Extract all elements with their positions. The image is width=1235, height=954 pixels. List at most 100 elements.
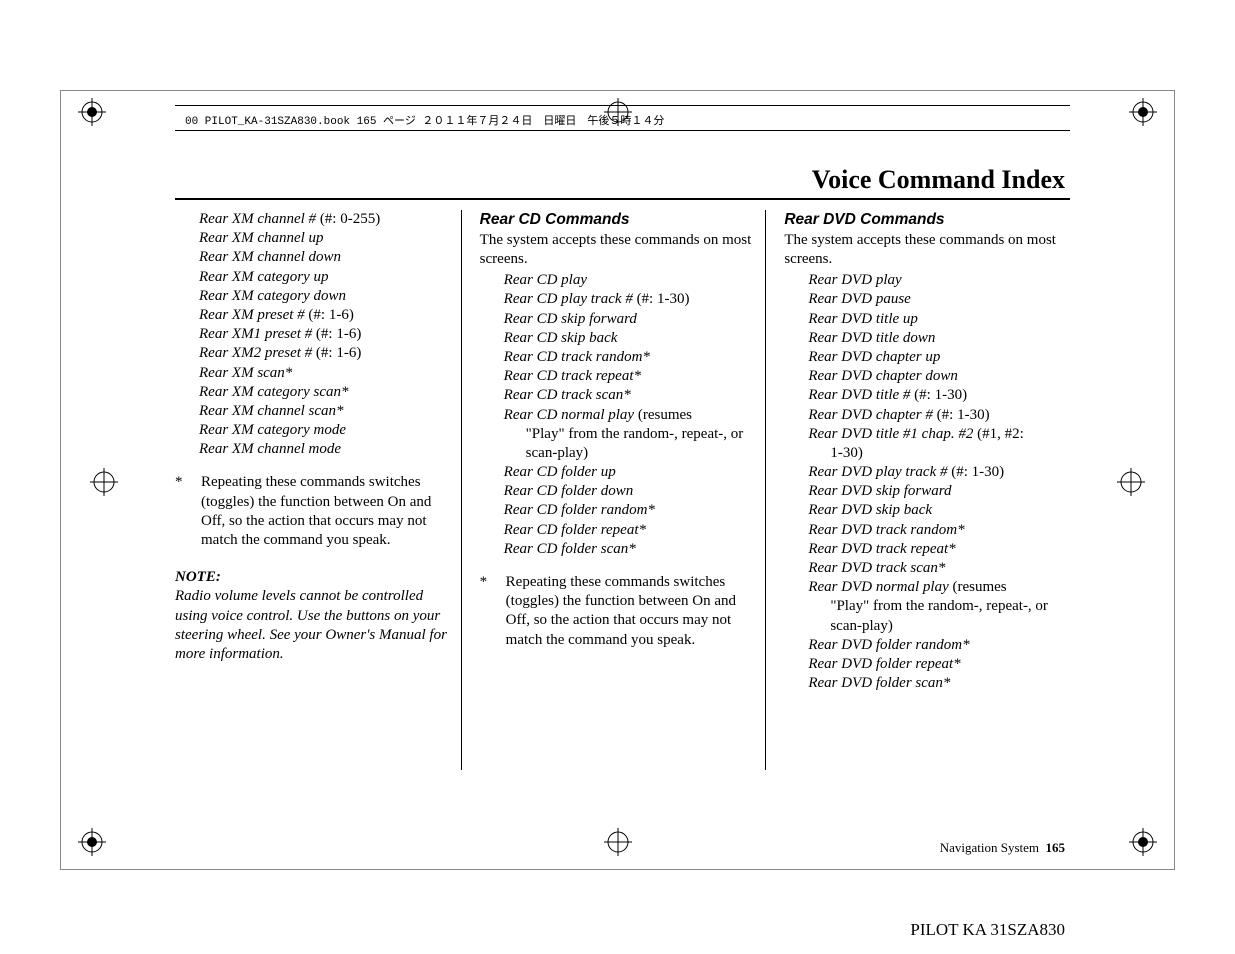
note-body: Radio volume levels cannot be controlled… [175,587,451,664]
command-text: Rear CD folder up [504,464,616,480]
column-cd: Rear CD Commands The system accepts thes… [461,210,766,770]
column-xm: Rear XM channel # (#: 0-255)Rear XM chan… [175,210,461,770]
footer-page-num: 165 [1046,840,1066,855]
dvd-heading: Rear DVD Commands [784,210,1060,230]
command-text: Rear DVD folder scan* [808,675,950,691]
command-text: Rear DVD chapter down [808,368,958,384]
dvd-command-list-b: Rear DVD play track # (#: 1-30)Rear DVD … [784,463,1060,578]
command-item: Rear DVD title # (#: 1-30) [808,386,1060,405]
dvd-title-chap-cmd: Rear DVD title #1 chap. #2 [808,426,973,442]
command-suffix: (#: 1-30) [947,464,1004,480]
title-underline [175,198,1070,200]
command-item: Rear XM channel mode [199,440,451,459]
command-text: Rear XM preset # [199,307,305,323]
running-head: 00 PILOT_KA-31SZA830.book 165 ページ ２０１１年７… [185,112,664,128]
command-item: Rear DVD folder repeat* [808,655,1060,674]
command-text: Rear XM category down [199,288,346,304]
dvd-command-list-a: Rear DVD play Rear DVD pause Rear DVD titl… [784,271,1060,425]
cd-resume-sub: "Play" from the random-, repeat-, or sca… [504,425,756,463]
command-text: Rear DVD skip forward [808,483,951,499]
command-item: Rear CD folder down [504,482,756,501]
header-rule-bottom [175,130,1070,131]
command-suffix: (#: 1-6) [312,345,361,361]
command-text: Rear DVD pause [808,291,910,307]
asterisk-body: Repeating these commands switches (toggl… [201,473,451,550]
command-item: Rear CD play [504,271,756,290]
command-suffix: (#: 1-6) [305,307,354,323]
command-text: Rear DVD title down [808,330,935,346]
command-item: Rear CD track scan* [504,386,756,405]
cd-resume-block: Rear CD normal play (resumes "Play" from… [480,406,756,464]
command-suffix: (#: 0-255) [316,211,380,227]
command-text: Rear CD track scan* [504,387,631,403]
command-item: Rear CD skip forward [504,310,756,329]
command-item: Rear DVD play [808,271,1060,290]
command-item: Rear DVD title down [808,329,1060,348]
dvd-title-chap-suffix-inline: (#1, #2: [973,426,1023,442]
command-text: Rear DVD chapter # [808,407,933,423]
page-title: Voice Command Index [812,165,1065,195]
command-text: Rear XM channel up [199,230,324,246]
dvd-resume-cmd: Rear DVD normal play [808,579,948,595]
command-item: Rear CD folder scan* [504,540,756,559]
cd-command-list-b: Rear CD folder upRear CD folder downRear… [480,463,756,559]
command-item: Rear XM2 preset # (#: 1-6) [199,344,451,363]
registration-mark-icon [78,828,106,856]
command-text: Rear XM channel mode [199,441,341,457]
content-columns: Rear XM channel # (#: 0-255)Rear XM chan… [175,210,1070,770]
command-text: Rear XM category up [199,269,329,285]
asterisk-marker: * [480,573,506,650]
command-item: Rear XM channel scan* [199,402,451,421]
command-text: Rear XM category scan* [199,384,349,400]
dvd-resume-sub: "Play" from the random-, repeat-, or sca… [808,597,1060,635]
column-dvd: Rear DVD Commands The system accepts the… [765,210,1070,770]
command-text: Rear DVD track random* [808,522,964,538]
command-text: Rear CD play track # [504,291,633,307]
cd-resume-cmd: Rear CD normal play [504,407,634,423]
command-item: Rear XM category scan* [199,383,451,402]
command-text: Rear CD skip back [504,330,618,346]
command-item: Rear XM channel up [199,229,451,248]
command-text: Rear DVD play [808,272,901,288]
command-item: Rear DVD track repeat* [808,540,1060,559]
command-item: Rear DVD play track # (#: 1-30) [808,463,1060,482]
cd-intro: The system accepts these commands on mos… [480,231,756,269]
command-item: Rear XM preset # (#: 1-6) [199,306,451,325]
footer-nav: Navigation System 165 [940,840,1065,856]
note-label: NOTE: [175,568,451,587]
dvd-resume-suffix-inline: (resumes [949,579,1007,595]
dvd-title-chap: Rear DVD title #1 chap. #2 (#1, #2: 1-30… [784,425,1060,463]
command-item: Rear XM channel down [199,248,451,267]
footer-doc-id: PILOT KA 31SZA830 [910,920,1065,940]
command-text: Rear XM channel scan* [199,403,344,419]
command-item: Rear CD folder repeat* [504,521,756,540]
command-text: Rear DVD skip back [808,502,932,518]
registration-mark-icon [1129,98,1157,126]
command-suffix: (#: 1-30) [910,387,967,403]
command-text: Rear DVD folder random* [808,637,969,653]
command-text: Rear CD play [504,272,587,288]
command-item: Rear CD track repeat* [504,367,756,386]
command-suffix: (#: 1-30) [933,407,990,423]
command-text: Rear DVD title up [808,311,918,327]
command-item: Rear CD track random* [504,348,756,367]
cd-resume-suffix-inline: (resumes [634,407,692,423]
command-text: Rear CD folder random* [504,502,655,518]
command-text: Rear CD folder repeat* [504,522,646,538]
command-text: Rear DVD chapter up [808,349,940,365]
command-text: Rear CD skip forward [504,311,637,327]
command-item: Rear DVD skip forward [808,482,1060,501]
command-item: Rear DVD folder scan* [808,674,1060,693]
command-text: Rear XM scan* [199,365,292,381]
registration-mark-icon [1129,828,1157,856]
dvd-command-list-c: Rear DVD folder random* Rear DVD folder r… [784,636,1060,694]
command-item: Rear DVD pause [808,290,1060,309]
asterisk-marker: * [175,473,201,550]
command-item: Rear XM category mode [199,421,451,440]
registration-mark-icon [90,468,118,496]
footer-nav-label: Navigation System [940,840,1039,855]
command-suffix: (#: 1-30) [633,291,690,307]
command-item: Rear DVD chapter up [808,348,1060,367]
command-item: Rear XM category down [199,287,451,306]
command-text: Rear DVD play track # [808,464,947,480]
